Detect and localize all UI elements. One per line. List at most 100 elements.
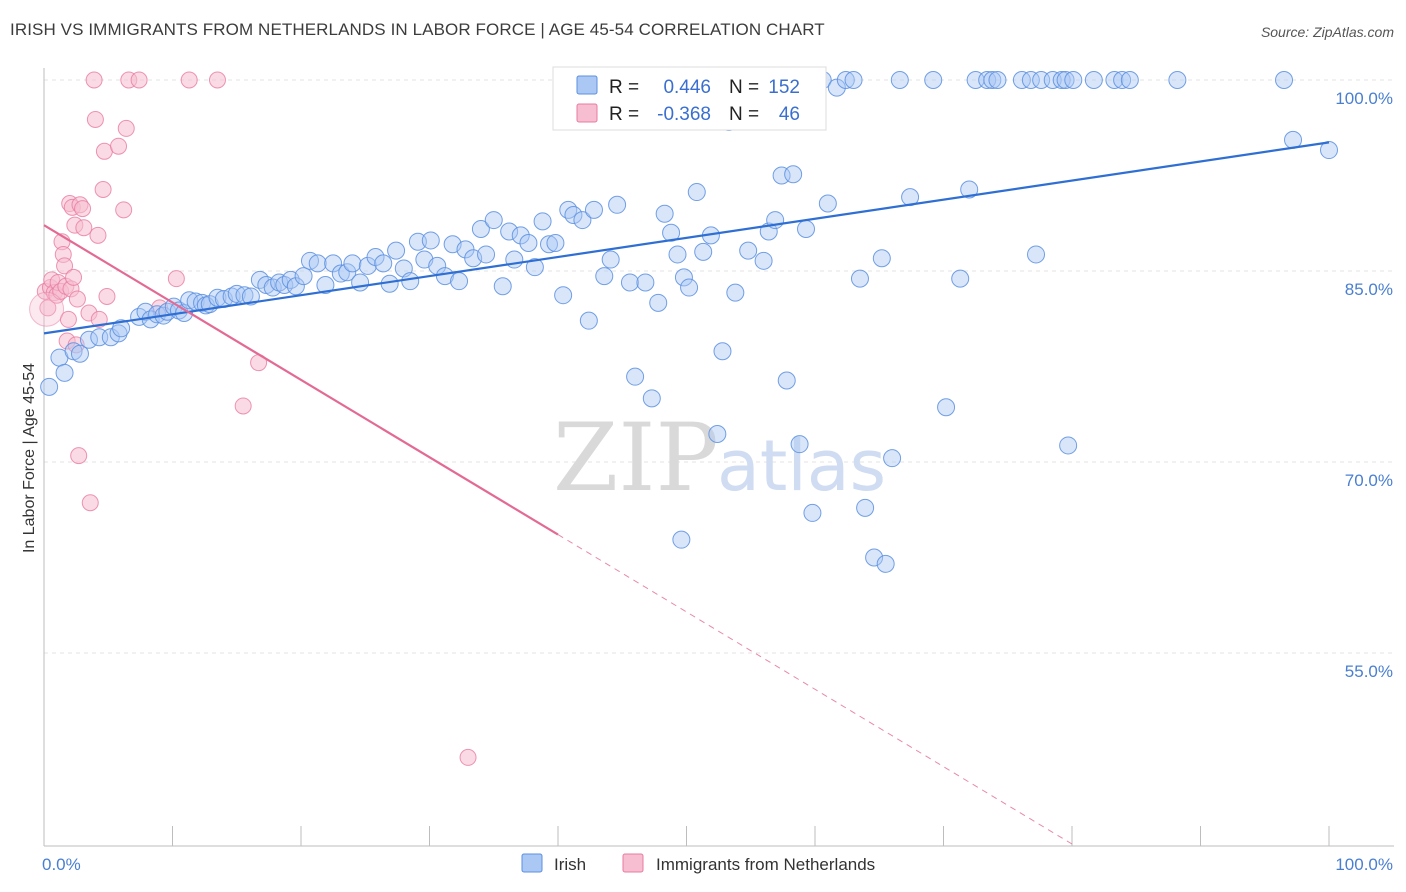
watermark: ZIP atlas xyxy=(553,404,886,513)
irish-point-52 xyxy=(401,272,420,291)
source-note: Source: ZipAtlas.com xyxy=(1260,24,1394,40)
netherlands-point-23 xyxy=(74,200,92,218)
y-axis-label: In Labor Force | Age 45-54 xyxy=(21,363,38,553)
irish-point-141 xyxy=(1059,436,1078,455)
irish-point-128 xyxy=(951,269,970,288)
netherlands-point-17 xyxy=(65,268,83,286)
irish-point-120 xyxy=(865,548,884,567)
irish-points xyxy=(40,71,1338,573)
irish-point-53 xyxy=(408,232,427,251)
legend-swatch-netherlands xyxy=(622,853,644,873)
x-tick-label-0: 0.0% xyxy=(42,855,81,874)
netherlands-point-43 xyxy=(234,397,252,415)
irish-point-151 xyxy=(1320,141,1338,160)
stats-irish-n-value: 152 xyxy=(768,77,800,98)
y-tick-label-1: 85.0% xyxy=(1345,280,1393,299)
stats-neth-r-value: -0.368 xyxy=(657,104,711,125)
irish-point-69 xyxy=(519,233,538,252)
irish-point-44 xyxy=(343,254,362,273)
netherlands-point-29 xyxy=(89,226,107,244)
x-tick-label-1: 100.0% xyxy=(1335,855,1393,874)
stats-box-frame xyxy=(552,66,827,131)
legend-label-irish: Irish xyxy=(554,855,586,874)
irish-point-47 xyxy=(366,247,385,266)
irish-point-93 xyxy=(680,278,699,297)
axes xyxy=(43,68,1394,847)
netherlands-trend-extension xyxy=(557,534,1073,845)
irish-point-62 xyxy=(471,219,490,238)
irish-point-0 xyxy=(40,377,59,396)
irish-point-67 xyxy=(505,250,524,269)
irish-point-72 xyxy=(540,235,559,254)
irish-point-124 xyxy=(890,71,909,89)
irish-point-133 xyxy=(988,71,1007,89)
stats-legend-box: R = 0.446 N = 152 R = -0.368 N = 46 xyxy=(552,66,827,131)
irish-point-135 xyxy=(1021,71,1040,89)
irish-point-123 xyxy=(883,449,902,468)
irish-point-37 xyxy=(294,267,313,286)
netherlands-point-38 xyxy=(130,71,148,89)
irish-point-43 xyxy=(338,263,357,282)
irish-point-81 xyxy=(601,250,620,269)
irish-point-110 xyxy=(790,435,809,454)
irish-point-36 xyxy=(286,277,305,296)
stats-irish-r-value: 0.446 xyxy=(663,77,711,98)
irish-point-90 xyxy=(662,223,681,242)
irish-point-147 xyxy=(1168,71,1187,89)
y-tick-label-3: 55.0% xyxy=(1345,662,1393,681)
irish-point-45 xyxy=(351,273,370,292)
bottom-legend: Irish Immigrants from Netherlands xyxy=(521,853,875,874)
irish-point-64 xyxy=(484,211,503,230)
netherlands-point-32 xyxy=(95,142,113,160)
irish-point-121 xyxy=(872,249,891,268)
irish-point-9 xyxy=(112,319,131,338)
netherlands-point-1 xyxy=(39,299,57,317)
irish-point-79 xyxy=(584,200,603,219)
netherlands-point-28 xyxy=(86,110,104,128)
irish-point-114 xyxy=(818,194,837,213)
irish-point-80 xyxy=(595,267,614,286)
irish-point-112 xyxy=(803,503,822,522)
irish-point-73 xyxy=(546,233,565,252)
y-tick-label-2: 70.0% xyxy=(1345,471,1393,490)
chart-title: IRISH VS IMMIGRANTS FROM NETHERLANDS IN … xyxy=(10,20,825,39)
irish-point-74 xyxy=(554,286,573,305)
irish-point-65 xyxy=(493,277,512,296)
irish-point-136 xyxy=(1027,245,1046,264)
irish-point-66 xyxy=(500,222,519,241)
irish-point-63 xyxy=(477,245,496,264)
irish-point-127 xyxy=(937,398,956,417)
netherlands-point-33 xyxy=(98,287,116,305)
irish-point-41 xyxy=(324,254,343,273)
irish-point-86 xyxy=(636,273,655,292)
irish-point-132 xyxy=(983,71,1002,89)
irish-point-39 xyxy=(308,254,327,273)
stats-irish-r-label: R = xyxy=(609,77,639,98)
netherlands-point-41 xyxy=(180,71,198,89)
stats-neth-r-label: R = xyxy=(609,104,639,125)
irish-point-76 xyxy=(564,205,583,224)
stats-irish-n-label: N = xyxy=(729,77,759,98)
netherlands-point-24 xyxy=(75,219,93,237)
irish-point-55 xyxy=(421,231,440,250)
irish-point-85 xyxy=(626,367,645,386)
irish-point-126 xyxy=(924,71,943,89)
stats-neth-n-value: 46 xyxy=(779,104,800,125)
irish-point-84 xyxy=(620,273,639,292)
irish-point-68 xyxy=(511,226,530,245)
irish-point-111 xyxy=(797,219,816,238)
irish-point-42 xyxy=(331,264,350,283)
netherlands-trend-line xyxy=(43,224,559,536)
netherlands-point-cluster xyxy=(29,291,65,327)
netherlands-point-36 xyxy=(117,119,135,137)
irish-trend-line xyxy=(43,141,1330,335)
irish-point-148 xyxy=(1275,71,1294,89)
irish-point-98 xyxy=(713,342,732,361)
irish-point-122 xyxy=(876,554,895,573)
irish-point-5 xyxy=(79,330,98,349)
irish-point-70 xyxy=(525,258,544,277)
netherlands-point-42 xyxy=(208,71,226,89)
stats-swatch-netherlands xyxy=(576,103,598,123)
irish-point-100 xyxy=(726,283,745,302)
